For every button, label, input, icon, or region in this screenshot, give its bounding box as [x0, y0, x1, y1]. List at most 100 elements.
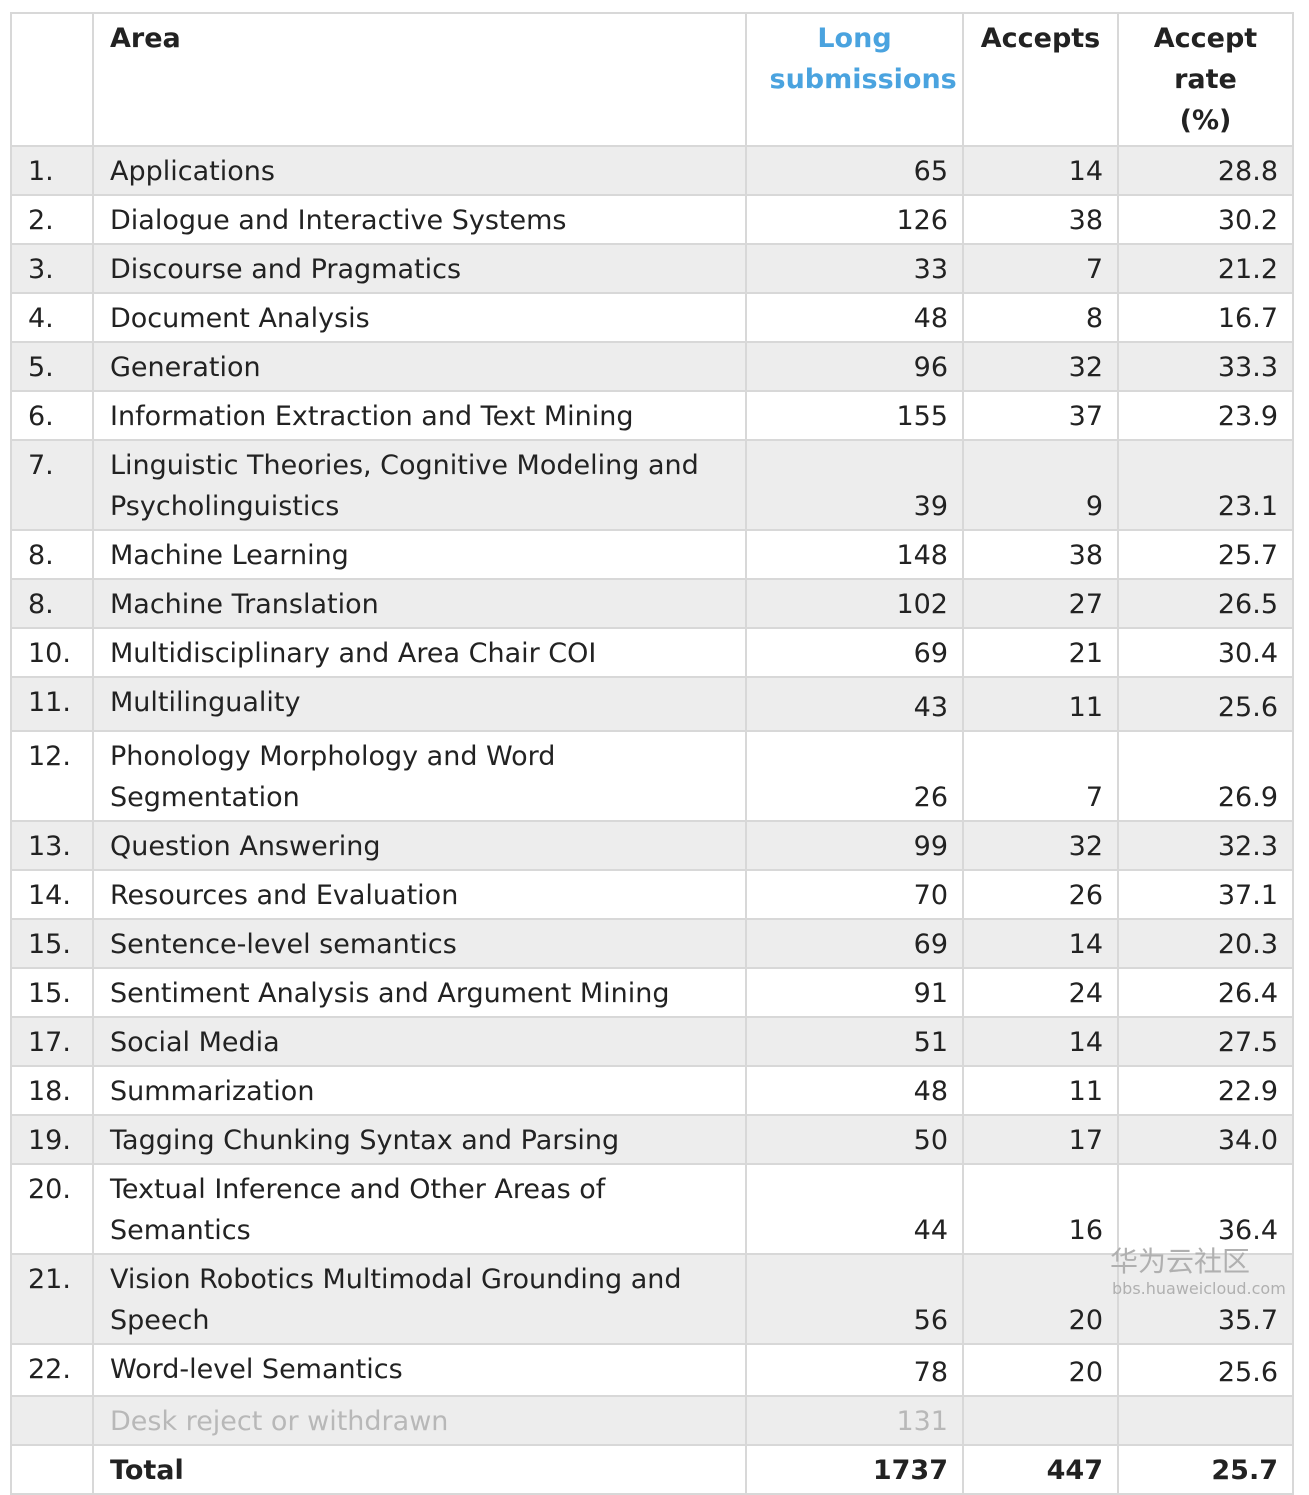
data-row: 20. Textual Inference and Other Areas of … [10, 1163, 1294, 1255]
cell: 38 [962, 194, 1119, 245]
header-cell: Accept rate (%) [1117, 12, 1294, 147]
cell: 20 [962, 1343, 1119, 1397]
cell: 2. [10, 194, 94, 245]
data-row: 6. Information Extraction and Text Mining… [10, 390, 1294, 441]
cell: 7 [962, 243, 1119, 294]
cell: 18. [10, 1065, 94, 1116]
data-row: 17. Social Media 51 14 27.5 [10, 1016, 1294, 1067]
cell: 6. [10, 390, 94, 441]
cell: 23.1 [1117, 439, 1294, 531]
cell: 16.7 [1117, 292, 1294, 343]
cell: 5. [10, 341, 94, 392]
cell: 9 [962, 439, 1119, 531]
cell: 15. [10, 967, 94, 1018]
cell: 33.3 [1117, 341, 1294, 392]
data-row: 21. Vision Robotics Multimodal Grounding … [10, 1253, 1294, 1345]
cell: 69 [745, 918, 964, 969]
cell: 126 [745, 194, 964, 245]
cell: 25.7 [1117, 1444, 1294, 1495]
cell: 25.7 [1117, 529, 1294, 580]
cell: 14 [962, 145, 1119, 196]
header-cell: Long submissions [745, 12, 964, 147]
cell: 11 [962, 1065, 1119, 1116]
cell: 44 [745, 1163, 964, 1255]
cell: 65 [745, 145, 964, 196]
cell: 21. [10, 1253, 94, 1345]
cell [1117, 1395, 1294, 1446]
data-row: 22. Word-level Semantics 78 20 25.6 [10, 1343, 1294, 1397]
data-row: 14. Resources and Evaluation 70 26 37.1 [10, 869, 1294, 920]
cell: 48 [745, 292, 964, 343]
cell: Discourse and Pragmatics [92, 243, 747, 294]
cell: Word-level Semantics [92, 1343, 747, 1397]
cell: 131 [745, 1395, 964, 1446]
cell: 26 [962, 869, 1119, 920]
data-row: 8. Machine Translation 102 27 26.5 [10, 578, 1294, 629]
cell: 37.1 [1117, 869, 1294, 920]
cell: 23.9 [1117, 390, 1294, 441]
cell: 12. [10, 730, 94, 822]
cell: 51 [745, 1016, 964, 1067]
cell: 22. [10, 1343, 94, 1397]
cell: 8. [10, 529, 94, 580]
header-text: Long submissions [769, 23, 957, 95]
cell: 17. [10, 1016, 94, 1067]
watermark-url: bbs.huaweicloud.com [1112, 1279, 1286, 1298]
cell: Textual Inference and Other Areas of Sem… [92, 1163, 747, 1255]
data-row: 7. Linguistic Theories, Cognitive Modelin… [10, 439, 1294, 531]
cell: 34.0 [1117, 1114, 1294, 1165]
cell: Summarization [92, 1065, 747, 1116]
cell: 30.4 [1117, 627, 1294, 678]
cell: 10. [10, 627, 94, 678]
cell: 14 [962, 918, 1119, 969]
cell: 11 [962, 676, 1119, 732]
cell: 4. [10, 292, 94, 343]
cell: Machine Translation [92, 578, 747, 629]
cell: 19. [10, 1114, 94, 1165]
cell: Resources and Evaluation [92, 869, 747, 920]
cell: 14 [962, 1016, 1119, 1067]
data-row: 18. Summarization 48 11 22.9 [10, 1065, 1294, 1116]
data-row: 11. Multilinguality 43 11 25.6 [10, 676, 1294, 732]
data-row: 12. Phonology Morphology and Word Segment… [10, 730, 1294, 822]
table-body: 1. Applications 65 14 28.8 2. Dialogue and Int… [10, 145, 1294, 1495]
cell: 26 [745, 730, 964, 822]
cell: Multilinguality [92, 676, 747, 732]
cell: 69 [745, 627, 964, 678]
cell: Dialogue and Interactive Systems [92, 194, 747, 245]
data-row: 2. Dialogue and Interactive Systems 126 38 3… [10, 194, 1294, 245]
cell: 27 [962, 578, 1119, 629]
data-row: 15. Sentence-level semantics 69 14 20.3 [10, 918, 1294, 969]
cell: 17 [962, 1114, 1119, 1165]
watermark-title: 华为云社区 [1110, 1245, 1251, 1278]
data-row: 8. Machine Learning 148 38 25.7 [10, 529, 1294, 580]
header-cell [10, 12, 94, 147]
cell: 25.6 [1117, 676, 1294, 732]
cell: 155 [745, 390, 964, 441]
cell: 26.9 [1117, 730, 1294, 822]
cell: 32 [962, 820, 1119, 871]
cell: Phonology Morphology and Word Segmentati… [92, 730, 747, 822]
header-cell: Accepts [962, 12, 1119, 147]
cell: Sentiment Analysis and Argument Mining [92, 967, 747, 1018]
page: Area Long submissions Accepts Accept rat… [10, 12, 1294, 1495]
cell [962, 1395, 1119, 1446]
header-cell: Area [92, 12, 747, 147]
cell: 24 [962, 967, 1119, 1018]
header-row: Area Long submissions Accepts Accept rat… [10, 12, 1294, 147]
cell: 26.4 [1117, 967, 1294, 1018]
cell: 21.2 [1117, 243, 1294, 294]
cell: 3. [10, 243, 94, 294]
cell [10, 1395, 94, 1446]
cell: 78 [745, 1343, 964, 1397]
cell: Desk reject or withdrawn [92, 1395, 747, 1446]
cell: Linguistic Theories, Cognitive Modeling … [92, 439, 747, 531]
cell: 20.3 [1117, 918, 1294, 969]
cell: 102 [745, 578, 964, 629]
cell: 8. [10, 578, 94, 629]
cell: Sentence-level semantics [92, 918, 747, 969]
cell: 7. [10, 439, 94, 531]
cell: Machine Learning [92, 529, 747, 580]
cell: Multidisciplinary and Area Chair COI [92, 627, 747, 678]
cell: 32 [962, 341, 1119, 392]
